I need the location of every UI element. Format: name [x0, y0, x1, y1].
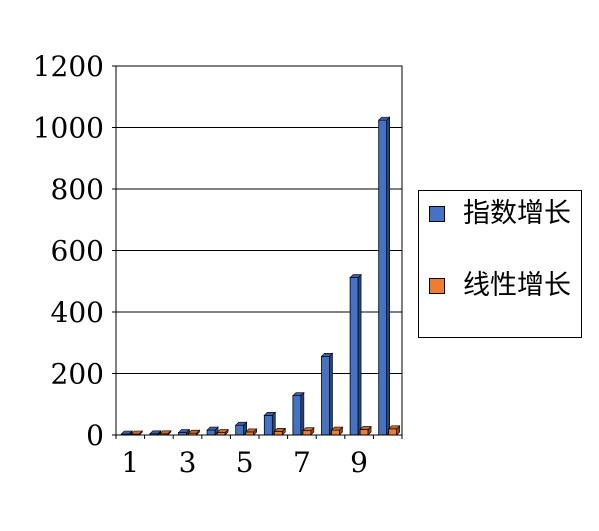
legend-label-linear: 线性增长	[463, 270, 571, 301]
bar-exponential	[263, 411, 277, 436]
bar-exponential	[292, 391, 305, 436]
bar-linear	[244, 428, 258, 436]
bar-exponential	[349, 273, 362, 436]
bar-linear	[187, 429, 201, 436]
bar-linear	[273, 427, 287, 436]
x-tick-label: 1	[121, 446, 139, 479]
y-tick-label: 800	[51, 173, 104, 206]
bars	[120, 116, 401, 436]
bar-exponential	[377, 116, 391, 436]
bar-exponential	[234, 421, 248, 436]
legend: 指数增长 线性增长	[418, 190, 582, 338]
y-tick-label: 400	[51, 296, 104, 329]
x-tick-label: 9	[350, 446, 368, 479]
x-tick-label: 3	[179, 446, 197, 479]
x-axis: 1 3 5 7 9	[115, 435, 403, 479]
bar-linear	[302, 426, 315, 436]
y-tick-label: 0	[86, 419, 104, 452]
bar-exponential	[177, 428, 191, 436]
bar-exponential	[320, 352, 334, 436]
bar-exponential	[120, 430, 134, 436]
x-tick-label: 7	[293, 446, 311, 479]
legend-swatch-exponential	[429, 206, 445, 222]
bar-exponential	[206, 426, 219, 436]
y-tick-label: 1000	[33, 112, 104, 145]
x-tick-label: 5	[236, 446, 254, 479]
bar-linear	[130, 430, 144, 436]
legend-swatch-linear	[429, 278, 445, 294]
bar-linear	[216, 428, 229, 436]
bar-linear	[387, 425, 401, 436]
bar-linear	[359, 425, 372, 436]
y-tick-label: 200	[51, 358, 104, 391]
y-tick-label: 1200	[33, 50, 104, 83]
bar-exponential	[149, 430, 162, 436]
legend-label-exponential: 指数增长	[463, 198, 571, 229]
bar-linear	[159, 430, 172, 436]
y-axis: 0 200 400 600 800 1000 1200	[33, 50, 116, 452]
y-tick-label: 600	[51, 235, 104, 268]
bar-linear	[330, 426, 344, 436]
